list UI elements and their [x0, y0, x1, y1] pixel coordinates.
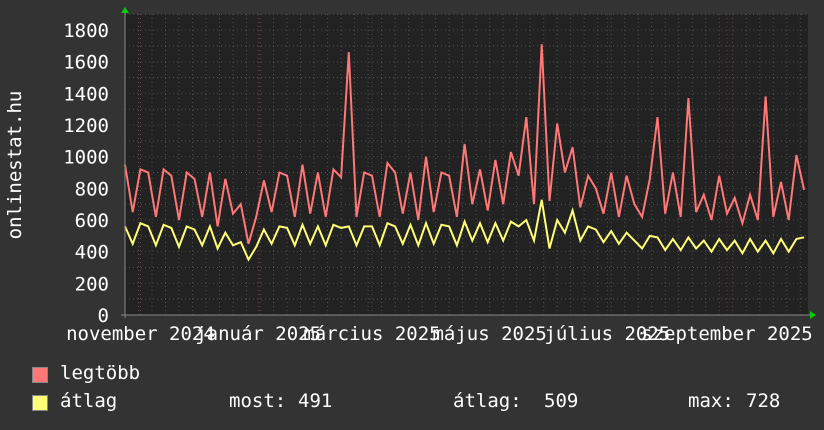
stat-most-value: 491 [298, 390, 333, 412]
stat-max-label: max: [688, 390, 734, 412]
legend-swatch-atlag [32, 395, 48, 411]
series-line-legtobb [124, 44, 806, 245]
y-tick-label: 1400 [63, 83, 109, 105]
x-tick-label: május 2025 [432, 323, 546, 345]
y-tick-label: 800 [75, 178, 109, 200]
y-tick-label: 1800 [63, 20, 109, 42]
x-tick-label: szeptember 2025 [641, 323, 813, 345]
stat-atlag-label: átlag: [453, 390, 522, 412]
y-axis-label: onlinestat.hu [4, 91, 26, 240]
stat-max-value: 728 [746, 390, 781, 412]
y-tick-label: 1000 [63, 147, 109, 169]
legend-row-legtobb: legtöbb [0, 362, 824, 386]
legend-label-legtobb: legtöbb [60, 362, 141, 384]
y-tick-label: 400 [75, 242, 109, 264]
y-tick-label: 1200 [63, 115, 109, 137]
y-axis-arrow-icon [121, 7, 129, 13]
x-tick-label: november 2024 [66, 323, 215, 345]
chart: 0 200 400 600 800 1000 1200 1400 1600 1800 novemb… [4, 7, 816, 345]
y-tick-label: 200 [75, 273, 109, 295]
y-tick-label: 600 [75, 210, 109, 232]
legend-swatch-legtobb [32, 367, 48, 383]
series-line-atlag [124, 199, 805, 262]
x-tick-label: január 2025 [195, 323, 321, 345]
x-tick-label: március 2025 [303, 323, 440, 345]
legend-row-atlag: átlag most: 491 átlag: 509 max: 728 [0, 390, 824, 414]
stat-atlag-value: 509 [544, 390, 579, 412]
x-axis-arrow-icon [810, 311, 816, 319]
stat-most-label: most: [229, 390, 287, 412]
legend-label-atlag: átlag [60, 390, 118, 412]
y-tick-label: 0 [98, 305, 109, 327]
y-tick-label: 1600 [63, 52, 109, 74]
x-tick-label: július 2025 [544, 323, 670, 345]
